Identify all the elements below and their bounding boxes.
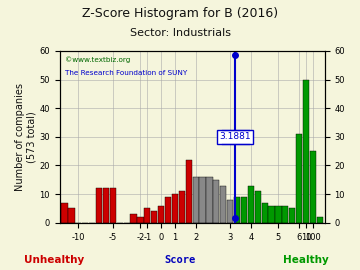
Bar — [234, 197, 240, 223]
Text: The Research Foundation of SUNY: The Research Foundation of SUNY — [64, 69, 187, 76]
Bar — [303, 80, 309, 223]
Bar — [248, 185, 254, 223]
Bar — [310, 151, 316, 223]
Bar — [213, 180, 220, 223]
Bar — [289, 208, 295, 223]
Text: Z-Score Histogram for B (2016): Z-Score Histogram for B (2016) — [82, 7, 278, 20]
Bar — [317, 217, 323, 223]
Bar — [62, 203, 68, 223]
Bar — [151, 211, 157, 223]
Bar — [144, 208, 150, 223]
Bar — [269, 205, 275, 223]
Bar — [110, 188, 116, 223]
Bar — [261, 203, 268, 223]
Text: 3.1881: 3.1881 — [220, 132, 251, 141]
Bar — [206, 177, 212, 223]
Bar — [227, 200, 233, 223]
Bar — [296, 134, 302, 223]
Bar — [172, 194, 178, 223]
Bar — [179, 191, 185, 223]
Bar — [220, 185, 226, 223]
Bar — [96, 188, 102, 223]
Y-axis label: Number of companies
(573 total): Number of companies (573 total) — [15, 83, 37, 191]
Bar — [282, 205, 288, 223]
Bar — [165, 197, 171, 223]
Text: ©www.textbiz.org: ©www.textbiz.org — [64, 57, 130, 63]
Text: Sector: Industrials: Sector: Industrials — [130, 28, 230, 38]
Bar — [158, 205, 164, 223]
Bar — [130, 214, 137, 223]
Bar — [255, 191, 261, 223]
Bar — [193, 177, 199, 223]
Bar — [199, 177, 206, 223]
Bar — [68, 208, 75, 223]
Text: Score: Score — [165, 255, 195, 265]
Bar — [241, 197, 247, 223]
Bar — [186, 160, 192, 223]
Bar — [275, 205, 282, 223]
Text: Unhealthy: Unhealthy — [24, 255, 84, 265]
Bar — [138, 217, 144, 223]
Text: Healthy: Healthy — [283, 255, 329, 265]
Bar — [103, 188, 109, 223]
